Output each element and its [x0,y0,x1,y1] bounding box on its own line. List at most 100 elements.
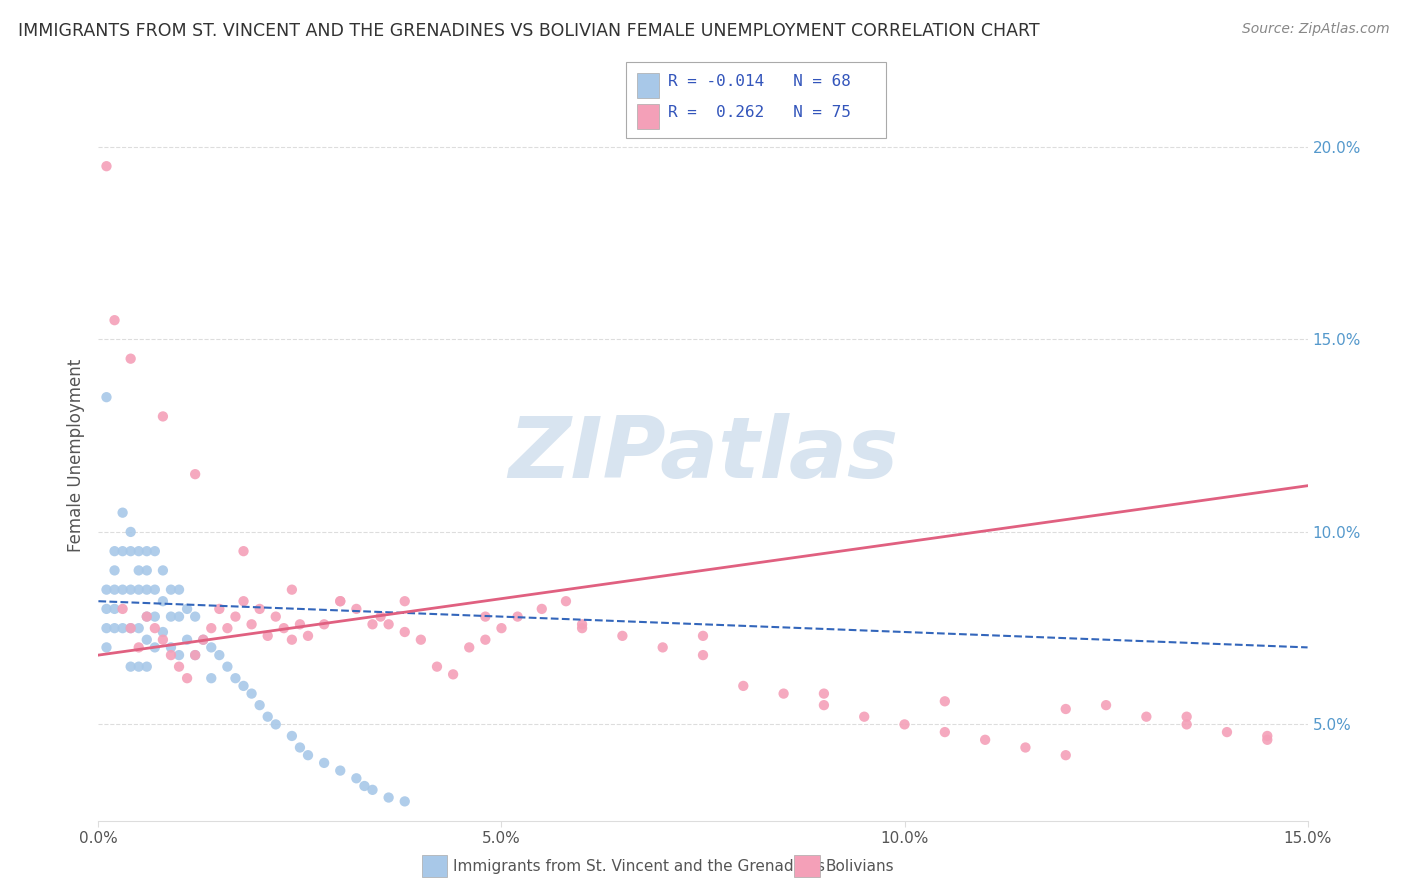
Point [111,506,134,520]
Point [530,602,553,616]
Point [813,698,835,713]
Point [176,632,198,647]
Point [1216,725,1239,739]
Point [232,679,254,693]
Point [120,621,142,635]
Point [200,640,222,655]
Point [167,609,190,624]
Point [96,640,118,655]
Point [103,544,125,558]
Point [103,582,125,597]
Point [128,582,150,597]
Point [249,698,271,713]
Point [264,609,287,624]
Point [692,629,714,643]
Point [160,582,183,597]
Point [256,709,278,723]
Point [176,602,198,616]
Point [264,717,287,731]
Point [135,609,157,624]
Point [103,602,125,616]
Point [184,467,207,482]
Point [329,764,352,778]
Point [934,694,956,708]
Point [329,594,352,608]
Point [152,409,174,424]
Point [135,563,157,577]
Point [288,740,311,755]
Point [208,602,231,616]
Text: R =  0.262   N = 75: R = 0.262 N = 75 [668,105,851,120]
Point [167,582,190,597]
Point [152,563,174,577]
Point [1054,748,1077,763]
Point [167,659,190,673]
Point [96,621,118,635]
Point [232,594,254,608]
Text: IMMIGRANTS FROM ST. VINCENT AND THE GRENADINES VS BOLIVIAN FEMALE UNEMPLOYMENT C: IMMIGRANTS FROM ST. VINCENT AND THE GREN… [18,22,1040,40]
Point [240,617,263,632]
Point [224,671,246,685]
Point [506,609,529,624]
Point [612,629,634,643]
Point [217,621,239,635]
Point [361,617,384,632]
Point [152,625,174,640]
Text: R = -0.014   N = 68: R = -0.014 N = 68 [668,74,851,89]
Point [281,729,304,743]
Point [555,594,578,608]
Point [288,617,311,632]
Point [232,544,254,558]
Point [361,782,384,797]
Point [152,632,174,647]
Point [184,648,207,662]
Point [1175,717,1198,731]
Point [1095,698,1118,713]
Point [135,609,157,624]
Point [344,602,367,616]
Point [474,632,496,647]
Point [1014,740,1036,755]
Point [571,621,593,635]
Point [96,390,118,404]
Point [111,544,134,558]
Point [297,629,319,643]
Point [249,602,271,616]
Point [344,772,367,786]
Point [353,779,375,793]
Point [409,632,432,647]
Point [394,594,416,608]
Point [128,563,150,577]
Point [692,648,714,662]
Point [128,621,150,635]
Point [128,544,150,558]
Point [111,602,134,616]
Point [458,640,481,655]
Point [96,582,118,597]
Text: Bolivians: Bolivians [825,859,894,873]
Point [329,594,352,608]
Text: Source: ZipAtlas.com: Source: ZipAtlas.com [1241,22,1389,37]
Point [1054,702,1077,716]
Point [853,709,876,723]
Point [217,659,239,673]
Point [273,621,295,635]
Point [135,632,157,647]
Point [111,621,134,635]
Point [370,609,392,624]
Point [160,640,183,655]
Point [893,717,915,731]
Point [224,609,246,624]
Point [1135,709,1157,723]
Text: Immigrants from St. Vincent and the Grenadines: Immigrants from St. Vincent and the Gren… [453,859,825,873]
Point [314,617,336,632]
Point [135,544,157,558]
Point [426,659,449,673]
Point [297,748,319,763]
Point [120,621,142,635]
Point [651,640,673,655]
Point [111,582,134,597]
Point [120,524,142,539]
Point [200,621,222,635]
Point [103,313,125,327]
